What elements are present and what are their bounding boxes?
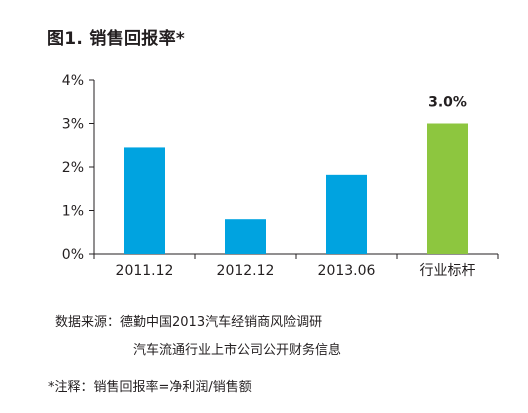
y-tick-label: 4% bbox=[62, 73, 84, 89]
y-tick-label: 2% bbox=[62, 160, 84, 176]
bar bbox=[427, 123, 468, 254]
x-tick-label: 2012.12 bbox=[217, 263, 275, 279]
y-axis: 0% 1% 2% 3% 4% bbox=[62, 73, 95, 263]
y-tick-label: 0% bbox=[62, 247, 84, 263]
data-labels: 3.0% bbox=[428, 95, 467, 111]
x-tick-label: 行业标杆 bbox=[420, 263, 476, 279]
x-tick-label: 2011.12 bbox=[116, 263, 174, 279]
y-tick-label: 3% bbox=[62, 117, 84, 133]
data-label: 3.0% bbox=[428, 95, 467, 111]
bar bbox=[124, 147, 165, 254]
source-line-1: 数据来源：德勤中国2013汽车经销商风险调研 bbox=[55, 315, 323, 330]
x-tick-label: 2013.06 bbox=[318, 263, 376, 279]
bar bbox=[225, 219, 266, 254]
bar-chart: 0% 1% 2% 3% 4% 2011.12 2012.12 2013.06 行业标杆 3.0… bbox=[62, 73, 499, 279]
chart-title: 图1. 销售回报率* bbox=[47, 29, 186, 49]
y-tick-label: 1% bbox=[62, 204, 84, 220]
bar bbox=[326, 174, 367, 254]
bars bbox=[124, 123, 468, 254]
footnote: *注释：销售回报率=净利润/销售额 bbox=[48, 380, 252, 395]
source-line-2: 汽车流通行业上市公司公开财务信息 bbox=[133, 343, 342, 358]
x-axis: 2011.12 2012.12 2013.06 行业标杆 bbox=[93, 253, 499, 279]
